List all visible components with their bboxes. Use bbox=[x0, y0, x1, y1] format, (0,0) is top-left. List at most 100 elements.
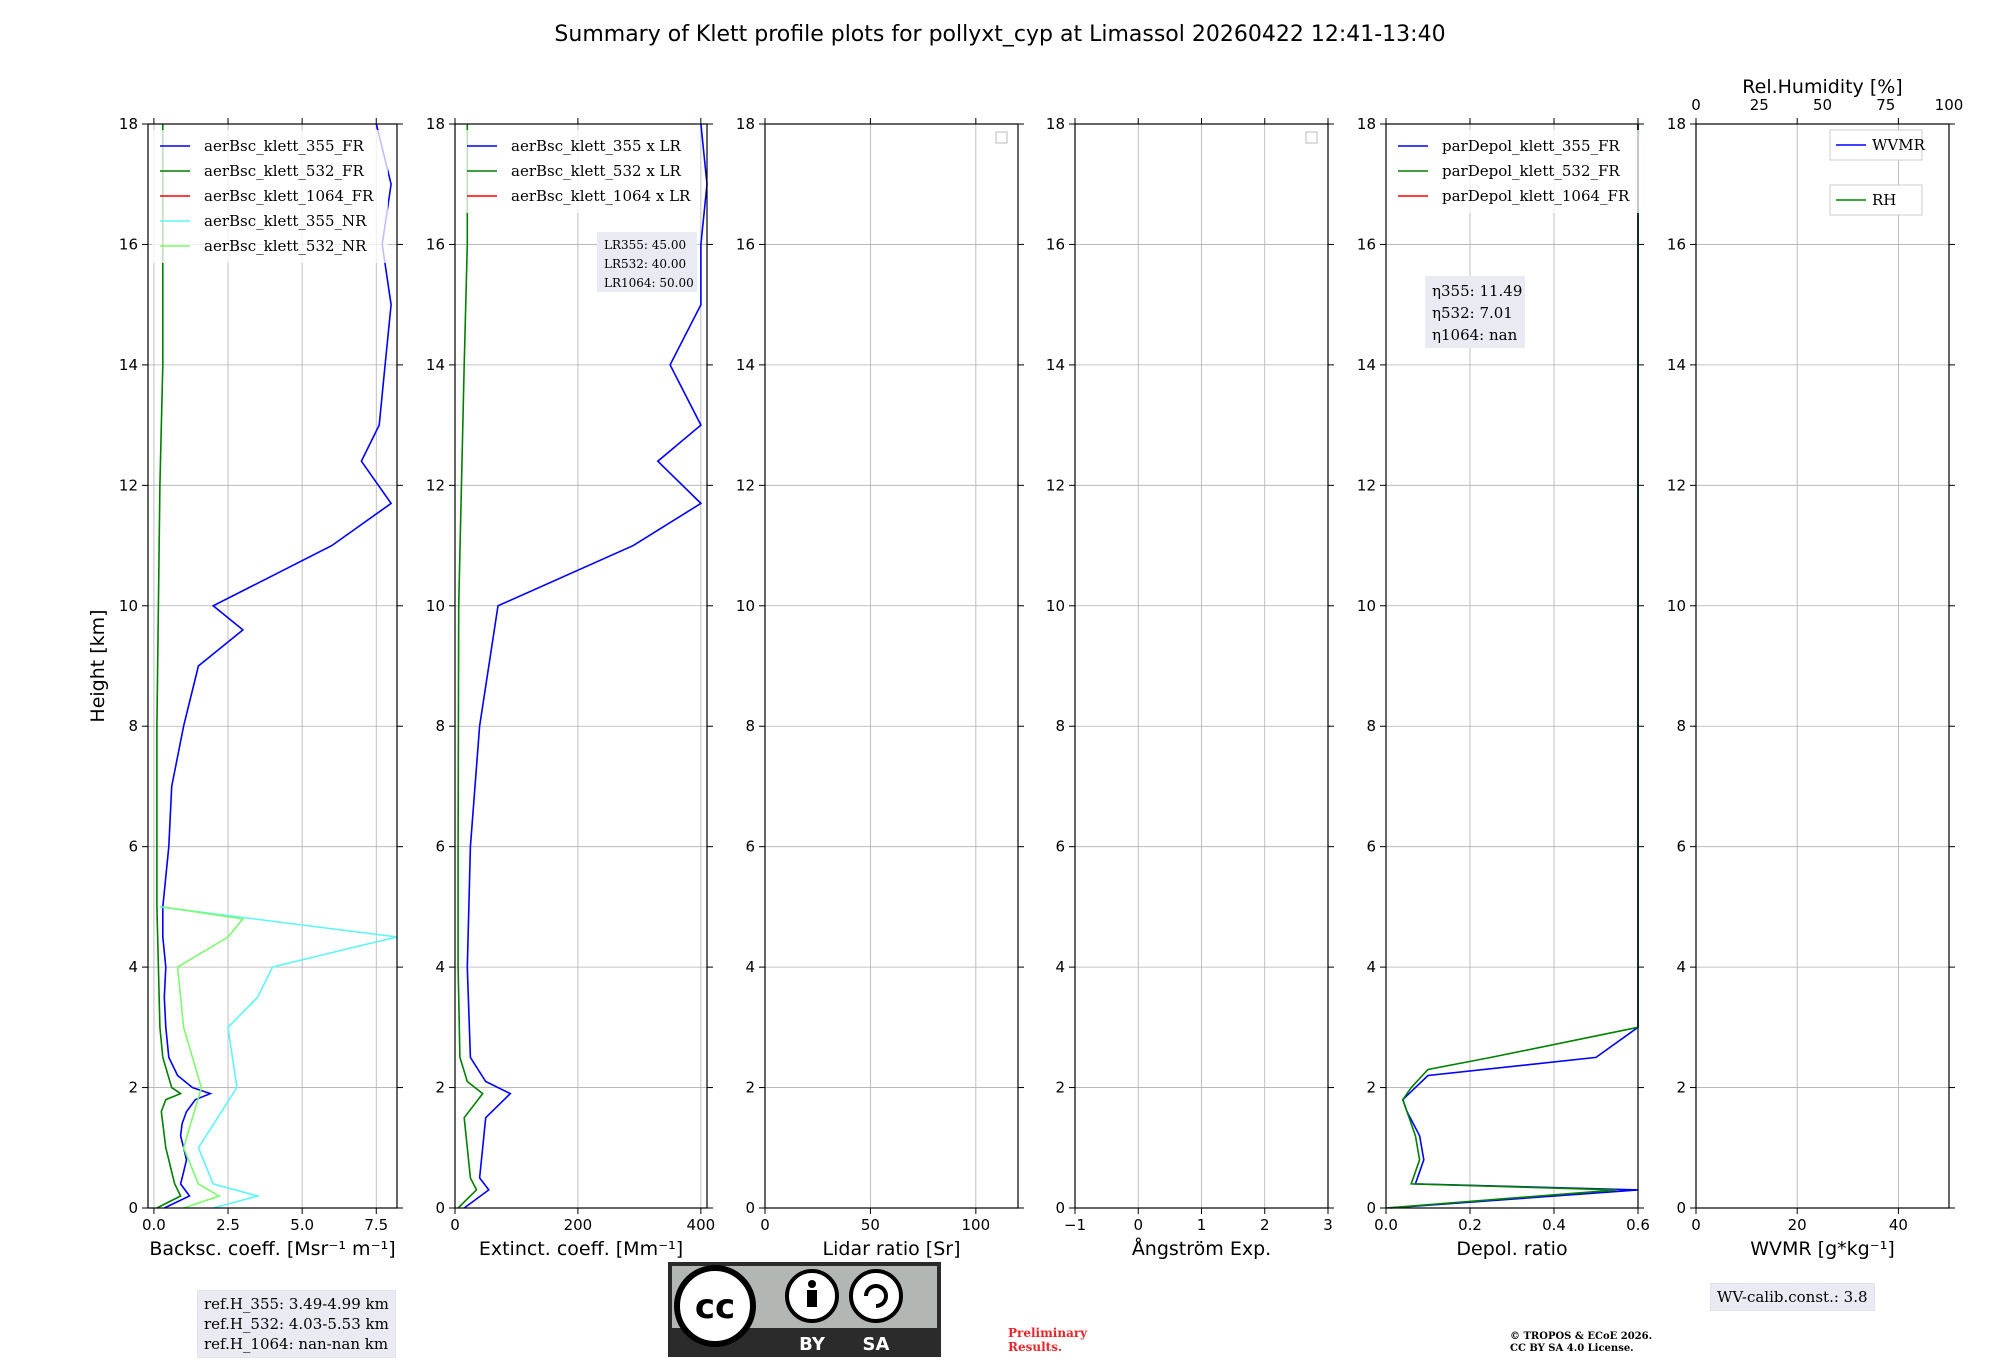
y-tick-label: 14 bbox=[1046, 356, 1065, 374]
empty-legend-box bbox=[1305, 131, 1318, 144]
axes-frame bbox=[1074, 123, 1329, 1209]
legend-label: aerBsc_klett_532 x LR bbox=[511, 162, 682, 180]
y-tick-label: 8 bbox=[1366, 717, 1376, 735]
panel-2: 0 200 400 0 2 4 6 8 10 12 14 16 18 Extinct. coeff. [M… bbox=[426, 115, 715, 1260]
y-tick-label: 12 bbox=[1046, 476, 1065, 494]
rh-axis-label: Rel.Humidity [%] bbox=[1742, 76, 1902, 98]
y-tick-label: 4 bbox=[1676, 958, 1686, 976]
ref-height-532: ref.H_532: 4.03-5.53 km bbox=[204, 1315, 389, 1333]
y-tick-label: 12 bbox=[736, 476, 755, 494]
y-tick-label: 4 bbox=[1366, 958, 1376, 976]
ref-height-box: ref.H_355: 3.49-4.99 km ref.H_532: 4.03-… bbox=[197, 1290, 396, 1358]
panel-6: 0 20 40 0 2 4 6 8 10 12 14 16 18 WVMR [g*kg⁻¹] WVMR RH 0… bbox=[1667, 76, 1963, 1260]
y-tick-label: 18 bbox=[426, 115, 445, 133]
cc-by-label: BY bbox=[799, 1334, 826, 1355]
legend-label: RH bbox=[1872, 191, 1896, 209]
legend-background bbox=[459, 130, 695, 213]
x-tick-label: 0.6 bbox=[1626, 1216, 1650, 1234]
copyright-line-2: CC BY SA 4.0 License. bbox=[1510, 1343, 1634, 1354]
panel-3: 0 50 100 0 2 4 6 8 10 12 14 16 18 Lidar ratio [Sr] bbox=[736, 115, 1024, 1260]
legend-label: WVMR bbox=[1872, 136, 1926, 154]
y-tick-label: 0 bbox=[128, 1199, 138, 1217]
series-line bbox=[162, 123, 393, 1209]
axes-frame bbox=[1695, 123, 1950, 1209]
x-tick-label: 0 bbox=[1133, 1216, 1143, 1234]
legend-label: aerBsc_klett_532_NR bbox=[204, 237, 367, 255]
y-tick-label: 2 bbox=[745, 1079, 755, 1097]
axes-frame bbox=[147, 123, 398, 1209]
y-tick-label: 10 bbox=[426, 597, 445, 615]
x-tick-label: 50 bbox=[861, 1216, 880, 1234]
x-tick-label: 20 bbox=[1788, 1216, 1807, 1234]
panel-1: 0.0 2.5 5.0 7.5 0 2 4 6 8 10 12 14 16 18 Backsc. coeff… bbox=[119, 115, 403, 1260]
x-tick-label: 2 bbox=[1260, 1216, 1270, 1234]
y-tick-label: 16 bbox=[119, 235, 138, 253]
x-axis-label: Extinct. coeff. [Mm⁻¹] bbox=[479, 1238, 683, 1260]
x-axis-label: Depol. ratio bbox=[1456, 1238, 1567, 1260]
x-tick-label: 0.0 bbox=[1374, 1216, 1398, 1234]
legend-label: parDepol_klett_532_FR bbox=[1442, 162, 1620, 180]
x-tick-label: 7.5 bbox=[364, 1216, 388, 1234]
y-tick-label: 14 bbox=[426, 356, 445, 374]
y-tick-label: 16 bbox=[426, 235, 445, 253]
copyright-note: © TROPOS & ECoE 2026. CC BY SA 4.0 Licen… bbox=[1510, 1331, 1652, 1355]
depol-eta-value: η532: 7.01 bbox=[1432, 304, 1513, 322]
lidar-ratio-value: LR532: 40.00 bbox=[604, 257, 686, 271]
x-tick-label: 0.0 bbox=[142, 1216, 166, 1234]
lidar-ratio-value: LR355: 45.00 bbox=[604, 238, 686, 252]
y-tick-label: 8 bbox=[745, 717, 755, 735]
y-tick-label: 14 bbox=[119, 356, 138, 374]
lidar-ratio-value: LR1064: 50.00 bbox=[604, 276, 694, 290]
y-tick-label: 16 bbox=[1357, 235, 1376, 253]
legend-background bbox=[1390, 130, 1640, 213]
panel-5: 0.0 0.2 0.4 0.6 0 2 4 6 8 10 12 14 16 18 Depol. ratio p… bbox=[1357, 115, 1650, 1260]
rh-tick-label: 75 bbox=[1876, 96, 1895, 114]
legend-label: aerBsc_klett_355_NR bbox=[204, 212, 367, 230]
y-tick-label: 4 bbox=[128, 958, 138, 976]
legend-background bbox=[152, 130, 388, 263]
preliminary-line-1: Preliminary bbox=[1008, 1326, 1088, 1340]
depol-eta-value: η355: 11.49 bbox=[1432, 282, 1522, 300]
y-tick-label: 2 bbox=[1366, 1079, 1376, 1097]
y-tick-label: 10 bbox=[1667, 597, 1686, 615]
y-tick-label: 8 bbox=[1055, 717, 1065, 735]
y-tick-label: 18 bbox=[1357, 115, 1376, 133]
y-tick-label: 8 bbox=[435, 717, 445, 735]
x-tick-label: 0.2 bbox=[1458, 1216, 1482, 1234]
y-tick-label: 6 bbox=[1366, 838, 1376, 856]
y-tick-label: 4 bbox=[745, 958, 755, 976]
legend-label: aerBsc_klett_532_FR bbox=[204, 162, 364, 180]
x-tick-label: 100 bbox=[962, 1216, 991, 1234]
y-tick-label: 4 bbox=[1055, 958, 1065, 976]
axes-frame bbox=[1385, 123, 1639, 1209]
series-line bbox=[463, 123, 708, 1209]
figure-title: Summary of Klett profile plots for polly… bbox=[554, 22, 1446, 47]
x-axis-label: Backsc. coeff. [Msr⁻¹ m⁻¹] bbox=[149, 1238, 395, 1260]
y-tick-label: 14 bbox=[1667, 356, 1686, 374]
x-tick-label: −1 bbox=[1064, 1216, 1086, 1234]
by-icon-head bbox=[808, 1280, 816, 1288]
x-tick-label: 0 bbox=[1691, 1216, 1701, 1234]
y-tick-label: 14 bbox=[1357, 356, 1376, 374]
series-line bbox=[457, 124, 484, 1209]
x-tick-label: 3 bbox=[1323, 1216, 1333, 1234]
x-tick-label: 5.0 bbox=[290, 1216, 314, 1234]
y-tick-label: 6 bbox=[1676, 838, 1686, 856]
wv-calib-box: WV-calib.const.: 3.8 bbox=[1710, 1283, 1875, 1311]
axes-frame bbox=[454, 123, 708, 1209]
legend-label: aerBsc_klett_1064_FR bbox=[204, 187, 374, 205]
x-tick-label: 0 bbox=[450, 1216, 460, 1234]
y-tick-label: 6 bbox=[1055, 838, 1065, 856]
y-tick-label: 12 bbox=[1357, 476, 1376, 494]
ref-height-355: ref.H_355: 3.49-4.99 km bbox=[204, 1295, 389, 1313]
y-tick-label: 18 bbox=[119, 115, 138, 133]
rh-tick-label: 50 bbox=[1813, 96, 1832, 114]
y-tick-label: 0 bbox=[1676, 1199, 1686, 1217]
y-tick-label: 10 bbox=[119, 597, 138, 615]
preliminary-results-note: Preliminary Results. bbox=[1008, 1326, 1087, 1354]
y-tick-label: 4 bbox=[435, 958, 445, 976]
x-axis-label: WVMR [g*kg⁻¹] bbox=[1750, 1238, 1895, 1260]
y-axis-label: Height [km] bbox=[87, 609, 109, 722]
